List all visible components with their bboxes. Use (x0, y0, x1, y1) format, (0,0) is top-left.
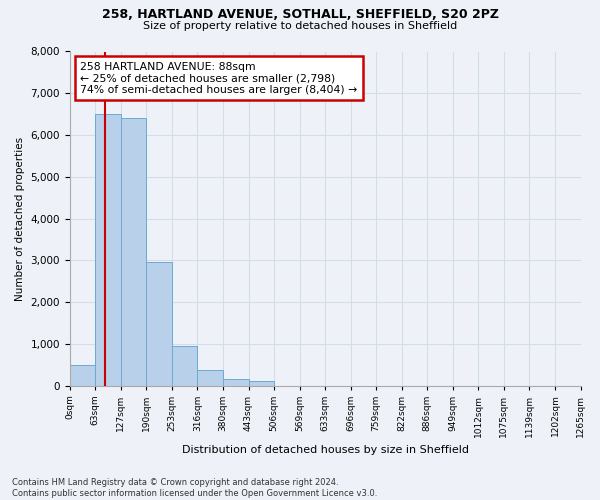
Text: 258, HARTLAND AVENUE, SOTHALL, SHEFFIELD, S20 2PZ: 258, HARTLAND AVENUE, SOTHALL, SHEFFIELD… (101, 8, 499, 20)
Text: Size of property relative to detached houses in Sheffield: Size of property relative to detached ho… (143, 21, 457, 31)
Bar (248, 382, 274, 386)
Bar (146, 262, 172, 386)
X-axis label: Distribution of detached houses by size in Sheffield: Distribution of detached houses by size … (182, 445, 469, 455)
Bar (223, 380, 248, 386)
Bar (172, 346, 197, 386)
Bar (121, 118, 146, 386)
Bar (95, 114, 121, 386)
Bar (197, 370, 223, 386)
Text: 258 HARTLAND AVENUE: 88sqm
← 25% of detached houses are smaller (2,798)
74% of s: 258 HARTLAND AVENUE: 88sqm ← 25% of deta… (80, 62, 357, 94)
Y-axis label: Number of detached properties: Number of detached properties (15, 136, 25, 300)
Bar (70, 365, 95, 386)
Text: Contains HM Land Registry data © Crown copyright and database right 2024.
Contai: Contains HM Land Registry data © Crown c… (12, 478, 377, 498)
